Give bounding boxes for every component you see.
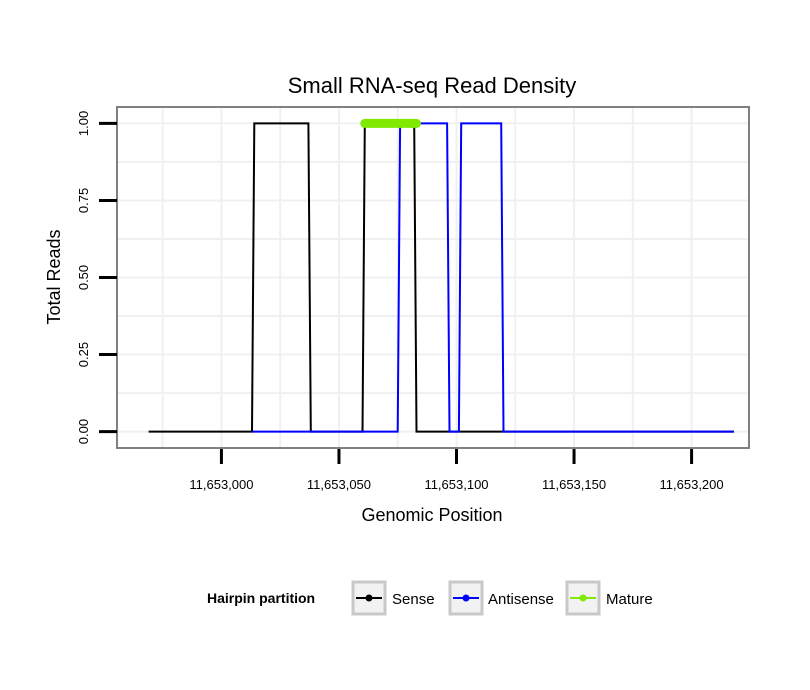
x-tick-label: 11,653,050 — [307, 477, 371, 492]
axis-ticks — [99, 121, 694, 464]
legend-dot-antisense — [462, 594, 470, 602]
tick-labels: 11,653,000 11,653,050 11,653,100 11,653,150… — [76, 111, 724, 492]
y-tick-label: 0.00 — [76, 419, 91, 444]
legend-item-antisense: Antisense — [448, 580, 554, 616]
grid-lines — [118, 108, 748, 447]
legend-dot-sense — [365, 594, 373, 602]
legend: Hairpin partition Sense Antisense Mature — [207, 580, 653, 616]
y-tick-label: 0.50 — [76, 265, 91, 290]
legend-label-sense: Sense — [392, 591, 435, 608]
legend-title: Hairpin partition — [207, 590, 315, 606]
y-tick-label: 0.25 — [76, 342, 91, 367]
y-tick-label: 1.00 — [76, 111, 91, 136]
legend-dot-mature — [579, 594, 587, 602]
legend-label-antisense: Antisense — [488, 591, 554, 608]
x-tick-label: 11,653,200 — [660, 477, 724, 492]
legend-label-mature: Mature — [606, 591, 653, 608]
series-lines — [148, 118, 734, 433]
y-tick-label: 0.75 — [76, 188, 91, 213]
x-axis-title: Genomic Position — [361, 505, 502, 525]
x-tick-label: 11,653,150 — [542, 477, 606, 492]
chart-title: Small RNA-seq Read Density — [288, 73, 577, 98]
legend-item-mature: Mature — [565, 580, 653, 616]
x-tick-label: 11,653,100 — [424, 477, 488, 492]
series-line-antisense — [252, 122, 734, 433]
y-axis-title: Total Reads — [44, 229, 64, 324]
legend-item-sense: Sense — [351, 580, 435, 616]
x-tick-label: 11,653,000 — [189, 477, 253, 492]
